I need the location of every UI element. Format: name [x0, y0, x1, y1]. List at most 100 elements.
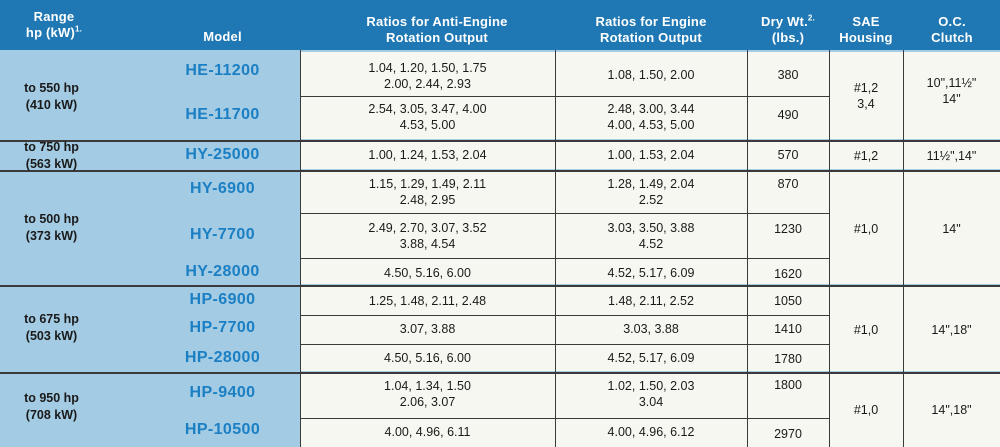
ratio-line: 1.28, 1.49, 2.04 [607, 177, 695, 191]
ratio-line: 2.54, 3.05, 3.47, 4.00 [368, 102, 487, 116]
engine-ratios: 1.00, 1.53, 2.04 [555, 147, 747, 163]
oc-clutch: 14",18" [903, 402, 1000, 418]
ratio-line: 1.04, 1.20, 1.50, 1.75 [368, 61, 487, 75]
sae-housing: #1,0 [829, 221, 903, 237]
ratio-line: 2.06, 3.07 [399, 395, 456, 409]
column-divider [747, 50, 748, 447]
header-dry-line2: (lbs.) [771, 30, 805, 45]
header-range-footnote: 1. [74, 24, 83, 34]
header-sae-line1: SAE [852, 14, 880, 29]
range-hp: to 500 hp [24, 212, 79, 226]
ratio-line: 4.00, 4.96, 6.12 [607, 425, 695, 439]
group-panel-1 [300, 52, 1000, 139]
engine-ratios: 3.03, 3.50, 3.88 4.52 [555, 220, 747, 252]
row-divider [300, 418, 830, 419]
model-name: HY-25000 [185, 146, 260, 163]
ratio-line: 4.53, 5.00 [399, 118, 456, 132]
dry-weight: 380 [777, 68, 799, 82]
oc-clutch: 14" [903, 221, 1000, 237]
anti-engine-ratios: 1.04, 1.20, 1.50, 1.75 2.00, 2.44, 2.93 [300, 60, 555, 92]
engine-ratios: 4.00, 4.96, 6.12 [555, 424, 747, 440]
dry-weight: 490 [777, 108, 799, 122]
range-label: to 675 hp (503 kW) [0, 311, 103, 345]
ratio-line: 1.00, 1.24, 1.53, 2.04 [368, 148, 487, 162]
range-kw: (410 kW) [25, 98, 78, 112]
ratio-line: 2.48, 2.95 [399, 193, 456, 207]
ratio-line: 4.50, 5.16, 6.00 [384, 351, 471, 365]
row-divider [300, 258, 830, 259]
engine-ratios: 1.02, 1.50, 2.03 3.04 [555, 378, 747, 410]
header-dry-label: Dry Wt. [761, 14, 808, 29]
ratio-line: 1.15, 1.29, 1.49, 2.11 [368, 177, 487, 191]
group-panel-4 [300, 287, 1000, 371]
engine-ratios: 4.52, 5.17, 6.09 [555, 265, 747, 281]
column-divider [555, 50, 556, 447]
group-divider [0, 372, 1000, 374]
group-panel-2 [300, 142, 1000, 169]
group-divider [0, 140, 1000, 142]
header-dry-line1: Dry Wt.2. [748, 14, 828, 30]
ratio-line: 4.52, 5.17, 6.09 [607, 266, 695, 280]
range-label: to 550 hp (410 kW) [0, 80, 103, 114]
dry-weight: 1230 [774, 222, 802, 236]
dry-weight: 1410 [774, 322, 802, 336]
model-name: HP-10500 [184, 421, 261, 438]
group-divider [0, 170, 1000, 172]
header-oc-line2: Clutch [931, 30, 973, 45]
model-name: HE-11700 [185, 106, 260, 123]
ratio-line: 1.25, 1.48, 2.11, 2.48 [368, 294, 487, 308]
header-range-unit: hp (kW) [25, 25, 75, 40]
anti-engine-ratios: 4.50, 5.16, 6.00 [300, 265, 555, 281]
engine-ratios: 1.08, 1.50, 2.00 [555, 67, 747, 83]
anti-engine-ratios: 1.00, 1.24, 1.53, 2.04 [300, 147, 555, 163]
clutch-line: 14",18" [931, 403, 972, 417]
model-name: HP-9400 [189, 384, 256, 401]
column-divider [903, 50, 904, 447]
group-panel-3 [300, 172, 1000, 284]
header-oc-clutch: O.C. Clutch [905, 14, 999, 46]
range-label: to 950 hp (708 kW) [0, 390, 103, 424]
clutch-line: 14" [942, 92, 961, 106]
header-dry-footnote: 2. [807, 13, 815, 23]
model-name: HP-28000 [184, 349, 261, 366]
column-divider [300, 50, 301, 447]
anti-engine-ratios: 3.07, 3.88 [300, 321, 555, 337]
sae-housing: #1,2 3,4 [829, 80, 903, 112]
clutch-line: 10",11½" [926, 76, 977, 90]
model-name: HP-7700 [189, 319, 256, 336]
ratio-line: 3.88, 4.54 [399, 237, 456, 251]
header-range-unit-line: hp (kW)1. [2, 25, 106, 41]
column-divider [829, 50, 830, 447]
row-divider [300, 213, 830, 214]
anti-engine-ratios: 1.04, 1.34, 1.50 2.06, 3.07 [300, 378, 555, 410]
ratio-line: 4.52, 5.17, 6.09 [607, 351, 695, 365]
ratio-line: 2.00, 2.44, 2.93 [384, 77, 471, 91]
clutch-line: 14",18" [931, 323, 972, 337]
ratio-line: 1.48, 2.11, 2.52 [608, 294, 694, 308]
dry-weight: 870 [777, 177, 799, 191]
header-oc-line1: O.C. [938, 14, 966, 29]
sae-line: #1,2 [853, 81, 879, 95]
dry-weight: 1800 [774, 378, 802, 392]
header-sae-housing: SAE Housing [830, 14, 902, 46]
oc-clutch: 14",18" [903, 322, 1000, 338]
ratio-line: 4.00, 4.53, 5.00 [607, 118, 695, 132]
row-divider [300, 315, 830, 316]
ratio-line: 4.50, 5.16, 6.00 [384, 266, 471, 280]
group-divider [0, 285, 1000, 287]
sae-line: #1,0 [853, 222, 879, 236]
ratio-line: 3.04 [638, 395, 664, 409]
row-divider [300, 96, 830, 97]
range-label: to 750 hp (563 kW) [0, 139, 103, 173]
model-name: HP-6900 [189, 291, 256, 308]
anti-engine-ratios: 2.49, 2.70, 3.07, 3.52 3.88, 4.54 [300, 220, 555, 252]
ratio-line: 2.52 [638, 193, 664, 207]
header-range: Range hp (kW)1. [2, 9, 106, 41]
sae-line: #1,2 [853, 149, 879, 163]
ratio-line: 1.02, 1.50, 2.03 [607, 379, 695, 393]
sae-line: 3,4 [857, 97, 875, 111]
anti-engine-ratios: 1.15, 1.29, 1.49, 2.11 2.48, 2.95 [300, 176, 555, 208]
range-hp: to 675 hp [24, 312, 79, 326]
engine-ratios: 3.03, 3.88 [555, 321, 747, 337]
